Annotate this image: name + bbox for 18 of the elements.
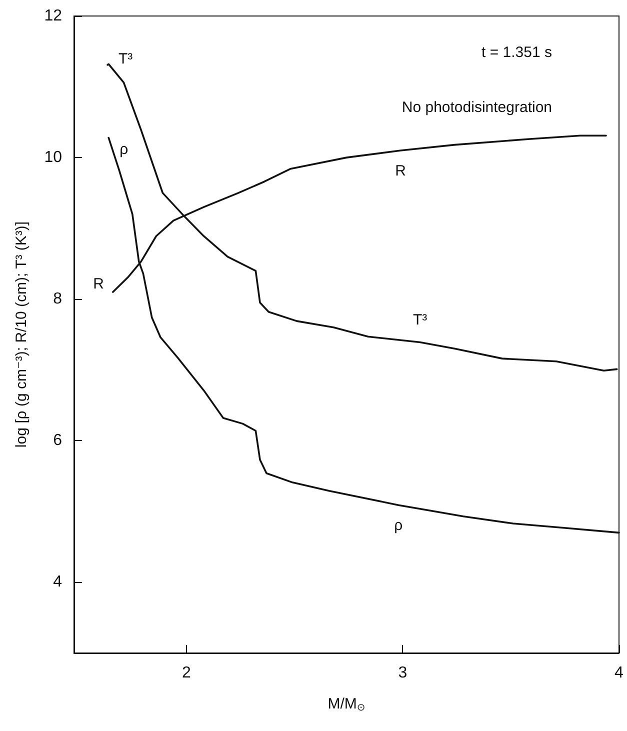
- y-tick-label: 8: [53, 290, 62, 308]
- series-label: R: [93, 276, 104, 293]
- y-tick-label: 12: [44, 8, 62, 24]
- series-label: ρ: [120, 141, 128, 158]
- y-tick-label: 6: [53, 432, 62, 450]
- annotation: t = 1.351 s: [482, 44, 552, 61]
- x-tick-label: 2: [182, 664, 192, 682]
- x-tick-label: 3: [398, 664, 408, 682]
- y-axis-title: log [ρ (g cm⁻³); R/10 (cm); T³ (K³)]: [13, 221, 30, 448]
- annotation: No photodisintegration: [402, 99, 552, 116]
- y-tick-label: 10: [44, 149, 62, 166]
- x-axis-title: M/M⊙: [328, 696, 366, 714]
- text: T³: [412, 311, 428, 328]
- y-tick-label: 4: [53, 574, 62, 591]
- text: R: [395, 162, 406, 180]
- text: ρ: [394, 517, 403, 534]
- series-label: T³: [118, 50, 133, 68]
- x-tick-label: 4: [614, 664, 624, 682]
